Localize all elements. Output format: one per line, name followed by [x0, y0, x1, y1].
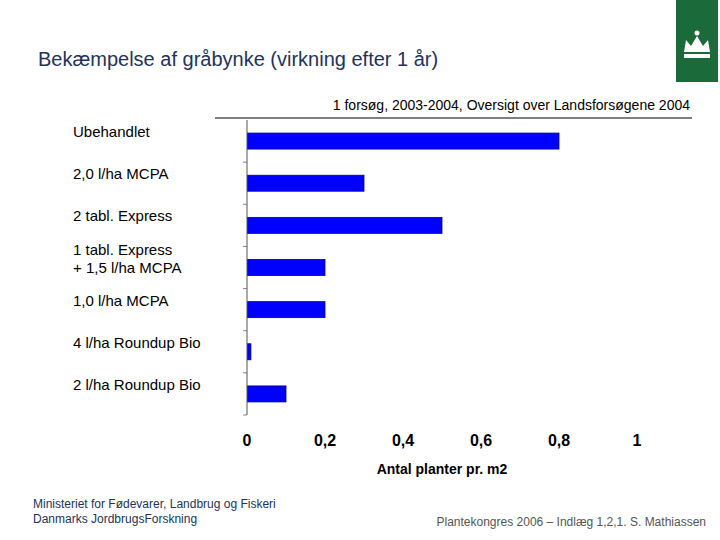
- category-label-line: 1 tabl. Express: [73, 241, 172, 258]
- tick-label: 0,6: [470, 432, 492, 449]
- category-label-line: 1,0 l/ha MCPA: [73, 292, 169, 309]
- category-label: 2,0 l/ha MCPA: [73, 165, 169, 182]
- footer-right: Plantekongres 2006 – Indlæg 1,2,1. S. Ma…: [436, 515, 706, 529]
- tick-label: 0,2: [314, 432, 336, 449]
- tick-label: 0,4: [392, 432, 414, 449]
- logo: [676, 0, 718, 82]
- category-label-line: 4 l/ha Roundup Bio: [73, 334, 201, 351]
- category-separator: [243, 246, 247, 247]
- category-label-line: 2 l/ha Roundup Bio: [73, 376, 201, 393]
- x-axis-label: Antal planter pr. m2: [377, 461, 508, 477]
- bar: [247, 386, 286, 402]
- bar: [247, 344, 251, 360]
- bar: [247, 217, 442, 233]
- category-label-line: + 1,5 l/ha MCPA: [73, 259, 182, 276]
- bars: [247, 133, 559, 402]
- bar: [247, 175, 364, 191]
- category-label: Ubehandlet: [73, 123, 151, 140]
- category-separator: [243, 204, 247, 205]
- subtitle: 1 forsøg, 2003-2004, Oversigt over Lands…: [333, 97, 690, 113]
- tick-label: 0,8: [548, 432, 570, 449]
- bar: [247, 260, 325, 276]
- tick-label: 0: [243, 432, 252, 449]
- category-separator: [243, 162, 247, 163]
- category-separator: [243, 372, 247, 373]
- category-label: 2 tabl. Express: [73, 207, 172, 224]
- category-label: 1,0 l/ha MCPA: [73, 292, 169, 309]
- category-label-line: 2,0 l/ha MCPA: [73, 165, 169, 182]
- bar: [247, 302, 325, 318]
- slide: Bekæmpelse af gråbynke (virkning efter 1…: [0, 0, 720, 540]
- logo-bg: [676, 0, 718, 82]
- logo-crown: [684, 36, 710, 52]
- logo-orb: [695, 31, 700, 36]
- category-separator: [243, 288, 247, 289]
- category-label: 2 l/ha Roundup Bio: [73, 376, 201, 393]
- title: Bekæmpelse af gråbynke (virkning efter 1…: [38, 48, 438, 70]
- footer-left: Ministeriet for Fødevarer, Landbrug og F…: [33, 497, 276, 511]
- subtitle-rule: [215, 118, 692, 119]
- y-axis-line: [247, 120, 248, 415]
- category-separator: [243, 415, 247, 416]
- category-separator: [243, 330, 247, 331]
- category-label: 1 tabl. Express+ 1,5 l/ha MCPA: [73, 241, 182, 276]
- category-label-line: Ubehandlet: [73, 123, 151, 140]
- category-label: 4 l/ha Roundup Bio: [73, 334, 201, 351]
- category-label-line: 2 tabl. Express: [73, 207, 172, 224]
- logo-band: [684, 54, 710, 58]
- bar: [247, 133, 559, 149]
- tick-label: 1: [633, 432, 642, 449]
- footer-left: Danmarks JordbrugsForskning: [33, 512, 197, 526]
